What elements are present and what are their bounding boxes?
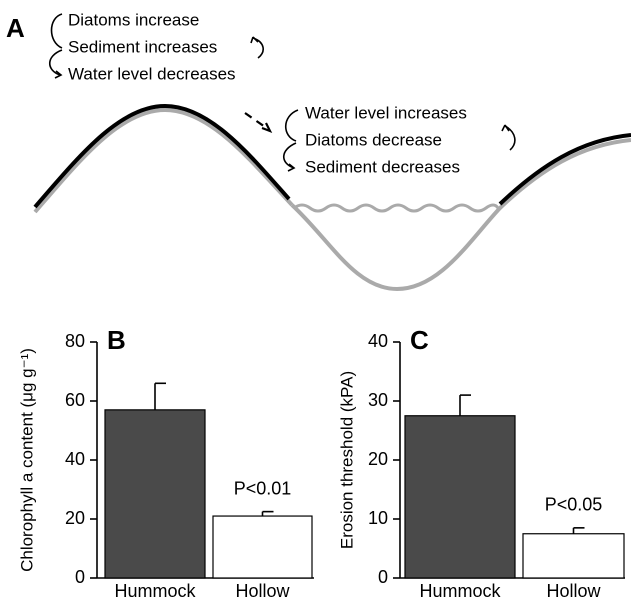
panel-label: A xyxy=(6,13,25,43)
y-tick-label: 40 xyxy=(368,331,388,351)
y-tick-label: 10 xyxy=(368,508,388,528)
x-tick-label: Hummock xyxy=(114,581,196,601)
note: Water level decreases xyxy=(68,64,236,83)
y-tick-label: 40 xyxy=(65,449,85,469)
y-tick-label: 30 xyxy=(368,390,388,410)
landscape xyxy=(33,103,631,292)
panel-label: C xyxy=(410,325,429,355)
y-tick-label: 60 xyxy=(65,390,85,410)
y-axis-label: Erosion threshold (kPA) xyxy=(337,371,356,549)
note: Diatoms increase xyxy=(68,10,199,29)
note: Diatoms decrease xyxy=(305,130,442,149)
y-tick-label: 0 xyxy=(378,567,388,587)
bar xyxy=(522,533,625,579)
y-axis-label: Chlorophyll a content (μg g⁻¹) xyxy=(17,348,36,572)
x-tick-label: Hollow xyxy=(546,581,601,601)
note: Water level increases xyxy=(305,103,467,122)
bar xyxy=(212,515,313,579)
annotation: P<0.01 xyxy=(234,478,292,498)
y-tick-label: 20 xyxy=(368,449,388,469)
panel-label: B xyxy=(107,325,126,355)
bar xyxy=(104,409,206,579)
cycle-arrows xyxy=(48,13,516,172)
y-tick-label: 0 xyxy=(75,567,85,587)
annotation: P<0.05 xyxy=(545,495,603,515)
note: Sediment increases xyxy=(68,37,217,56)
x-tick-label: Hollow xyxy=(235,581,290,601)
y-tick-label: 20 xyxy=(65,508,85,528)
y-tick-label: 80 xyxy=(65,331,85,351)
note: Sediment decreases xyxy=(305,157,460,176)
x-tick-label: Hummock xyxy=(419,581,501,601)
bar xyxy=(404,415,516,579)
